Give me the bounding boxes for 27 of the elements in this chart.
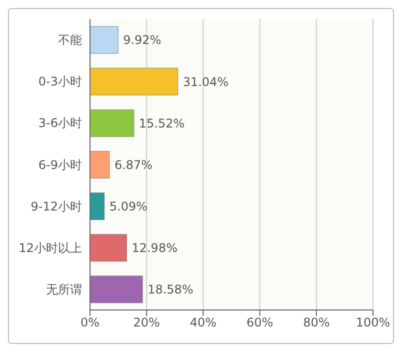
y-tick-label: 9-12小时 [30, 199, 82, 214]
bar [90, 234, 127, 262]
bar [90, 192, 105, 220]
y-tick-label: 0-3小时 [38, 74, 82, 89]
y-tick-label: 无所谓 [46, 282, 82, 296]
data-label: 12.98% [132, 241, 178, 256]
bar [90, 68, 178, 96]
data-label: 9.92% [123, 33, 162, 48]
y-tick-label: 3-6小时 [38, 116, 82, 130]
x-tick-label: 40% [190, 316, 217, 330]
data-label: 31.04% [182, 74, 229, 89]
bar [90, 276, 143, 304]
y-tick-label: 12小时以上 [18, 240, 82, 255]
data-label: 18.58% [148, 282, 194, 297]
y-tick-label: 不能 [58, 33, 82, 48]
bar [90, 150, 110, 178]
x-tick-label: 20% [133, 316, 160, 330]
x-tick-label: 0% [80, 316, 100, 330]
y-tick-label: 6-9小时 [38, 158, 82, 172]
x-tick-label: 60% [246, 316, 274, 330]
data-label: 15.52% [138, 116, 185, 130]
data-label: 6.87% [114, 158, 153, 172]
x-tick-label: 80% [303, 316, 330, 330]
bar [90, 26, 118, 54]
bar [90, 109, 134, 137]
data-label: 5.09% [109, 200, 148, 214]
x-tick-label: 100% [356, 316, 390, 330]
